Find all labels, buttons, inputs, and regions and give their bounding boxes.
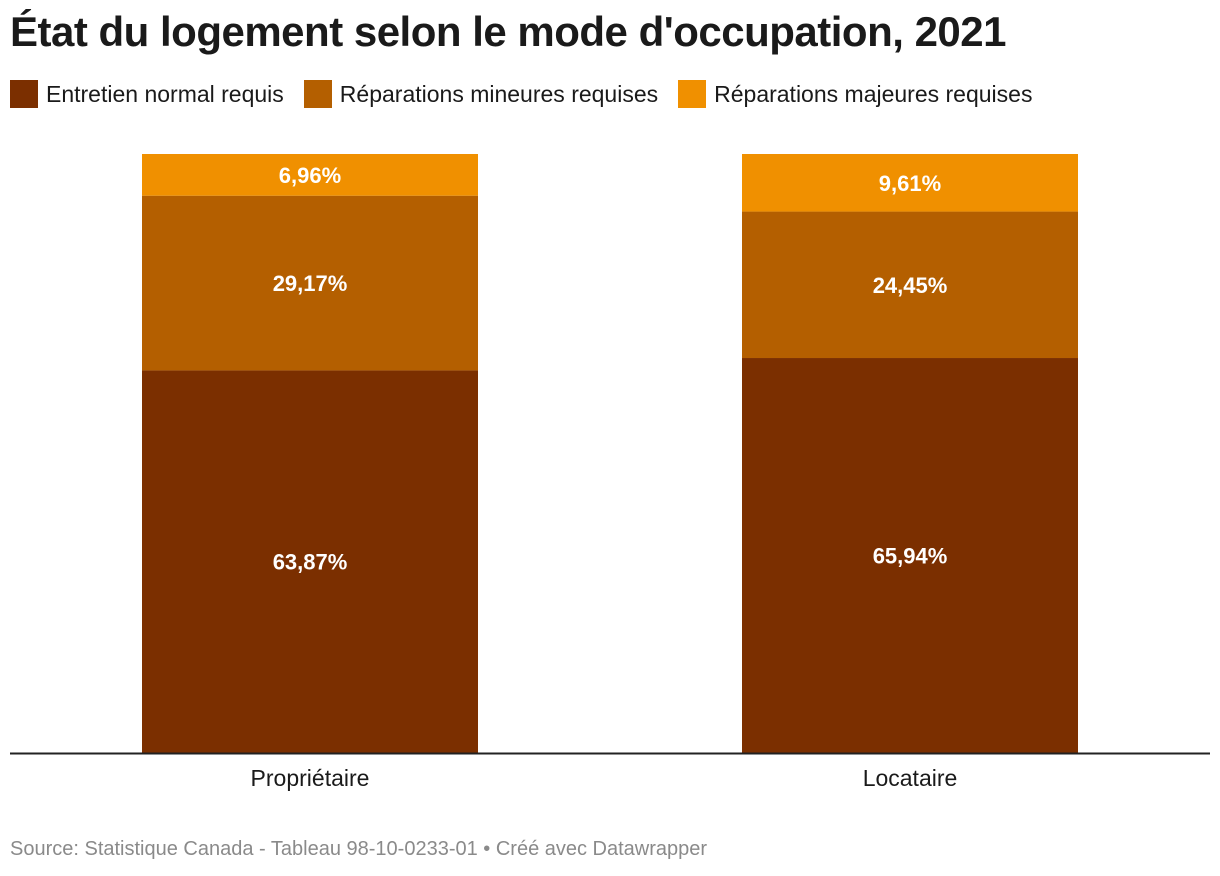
data-label-locataire-major: 9,61% [879, 171, 941, 196]
legend-label-minor: Réparations mineures requises [339, 80, 659, 107]
stacked-bar-chart: 63,87% 29,17% 6,96% Propriétaire 65,94% 24,45… [10, 154, 1210, 791]
legend-item-normal: Entretien normal requis [10, 80, 284, 108]
source-footer: Source: Statistique Canada - Tableau 98-… [10, 838, 708, 860]
data-label-proprietaire-minor: 29,17% [273, 271, 348, 296]
category-label-proprietaire: Propriétaire [251, 765, 370, 791]
legend-swatch-minor [303, 80, 332, 108]
data-label-proprietaire-major: 6,96% [279, 163, 341, 188]
legend-item-minor: Réparations mineures requises [303, 80, 659, 108]
data-label-locataire-minor: 24,45% [873, 273, 948, 298]
legend-label-normal: Entretien normal requis [46, 80, 284, 107]
bar-segment-proprietaire-major [142, 154, 478, 196]
chart-title: État du logement selon le mode d'occupat… [10, 8, 1007, 55]
bar-segment-locataire-major [742, 154, 1078, 212]
legend-swatch-normal [10, 80, 38, 108]
bar-segment-locataire-minor [742, 211, 1078, 359]
data-label-locataire-normal: 65,94% [873, 544, 948, 569]
category-label-locataire: Locataire [863, 765, 958, 791]
bar-segment-proprietaire-normal [142, 370, 478, 753]
bar-segment-proprietaire-minor [142, 195, 478, 371]
bar-segment-locataire-normal [742, 358, 1078, 753]
legend: Entretien normal requis Réparations mine… [10, 80, 1052, 108]
legend-item-major: Réparations majeures requises [678, 80, 1032, 108]
data-label-proprietaire-normal: 63,87% [273, 550, 348, 575]
legend-label-major: Réparations majeures requises [714, 80, 1033, 107]
legend-swatch-major [678, 80, 707, 108]
